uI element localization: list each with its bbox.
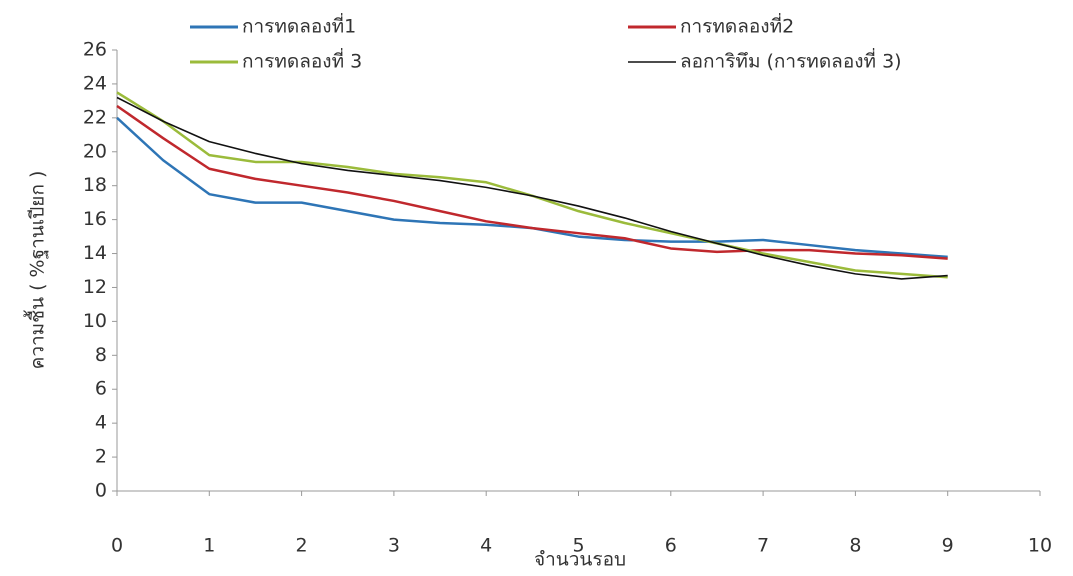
- x-tick-label: 5: [572, 535, 584, 557]
- y-tick-label: 6: [95, 378, 107, 400]
- x-tick-label: 3: [388, 535, 400, 557]
- x-axis-label: จำนวนรอบ: [534, 549, 626, 571]
- legend-label: การทดลองที่1: [242, 13, 356, 38]
- legend-label: การทดลองที่2: [680, 13, 794, 38]
- legend-label: การทดลองที่ 3: [242, 48, 362, 73]
- legend-label: ลอการิทึม (การทดลองที่ 3): [680, 48, 902, 73]
- y-tick-label: 0: [95, 480, 107, 502]
- y-tick-label: 10: [83, 310, 107, 332]
- x-tick-label: 2: [296, 535, 308, 557]
- y-tick-label: 4: [95, 412, 107, 434]
- y-tick-label: 24: [83, 72, 107, 94]
- y-tick-label: 16: [83, 208, 107, 230]
- y-tick-label: 20: [83, 140, 107, 162]
- y-tick-label: 26: [83, 39, 107, 61]
- series-line: [116, 104, 948, 260]
- x-tick-label: 4: [480, 535, 492, 557]
- x-tick-label: 10: [1028, 535, 1052, 557]
- x-tick-label: 6: [665, 535, 677, 557]
- x-tick-label: 8: [849, 535, 861, 557]
- y-axis-label: ความชื้น ( %ฐานเปียก ): [24, 171, 49, 370]
- y-tick-label: 14: [83, 242, 107, 264]
- series-line: [116, 96, 948, 280]
- series-line: [116, 91, 948, 279]
- y-tick-label: 22: [83, 106, 107, 128]
- x-tick-label: 9: [942, 535, 954, 557]
- y-tick-label: 18: [83, 174, 107, 196]
- y-tick-label: 12: [83, 276, 107, 298]
- series-line: [116, 116, 948, 259]
- x-tick-label: 7: [757, 535, 769, 557]
- y-tick-label: 8: [95, 344, 107, 366]
- x-tick-label: 1: [203, 535, 215, 557]
- x-tick-label: 0: [111, 535, 123, 557]
- y-tick-label: 2: [95, 446, 107, 468]
